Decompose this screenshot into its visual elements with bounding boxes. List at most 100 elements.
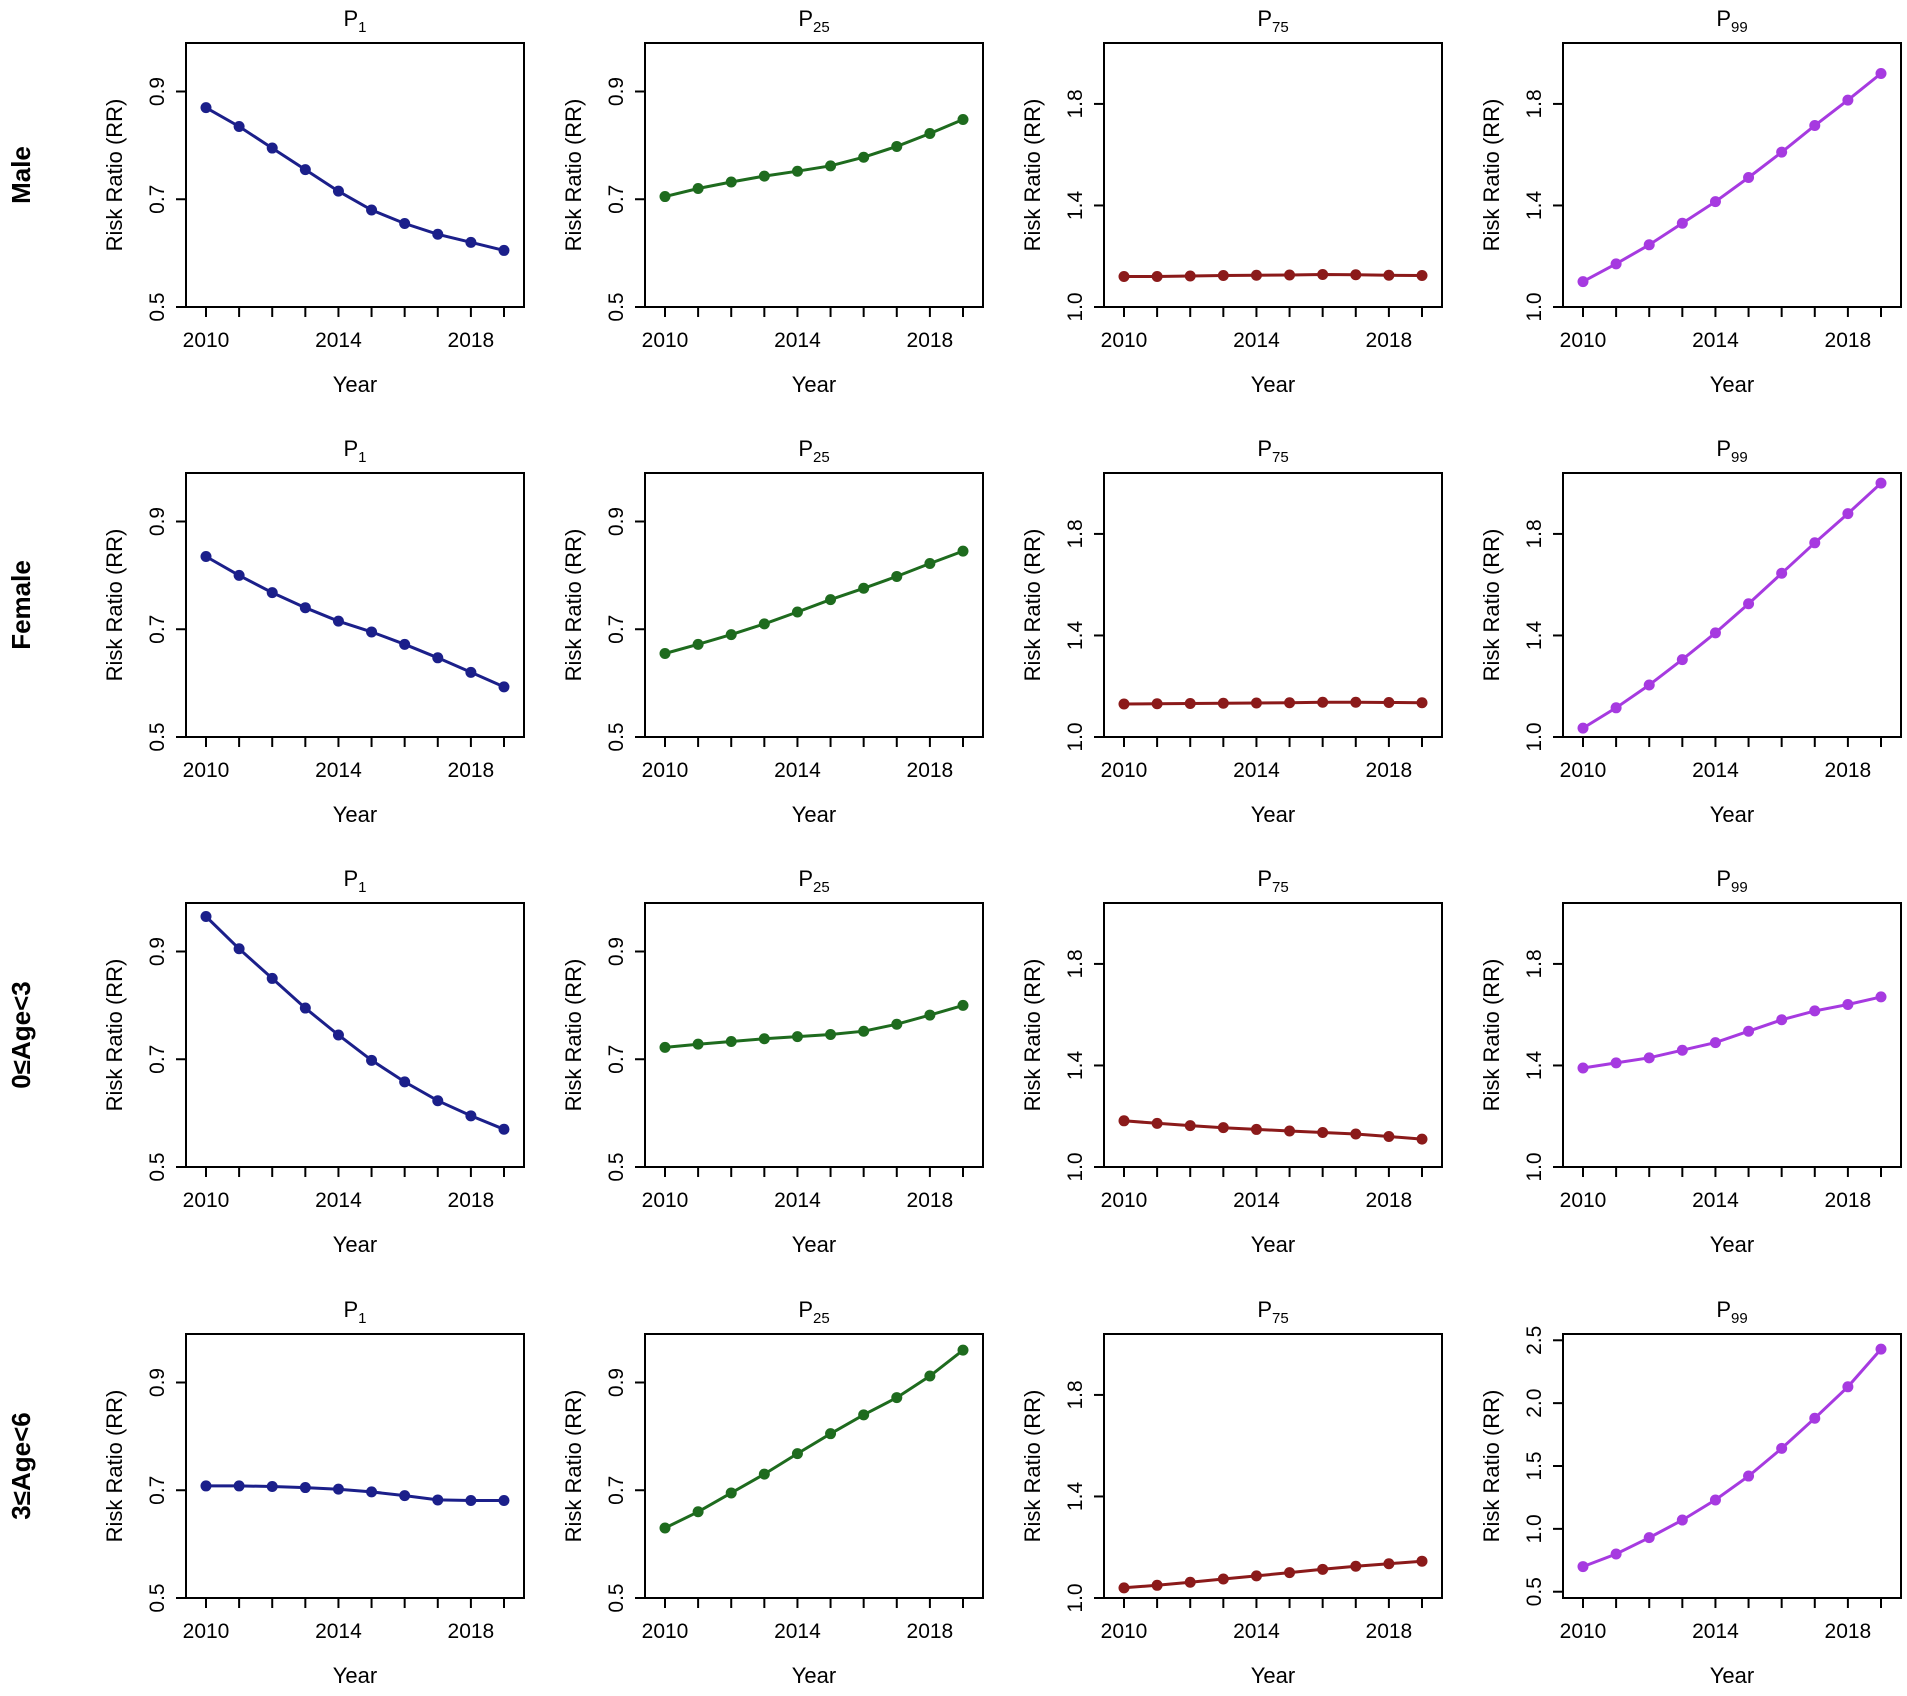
- data-point: [692, 1038, 704, 1050]
- data-point: [825, 1428, 837, 1440]
- x-tick-label: 2014: [315, 1620, 362, 1643]
- y-tick-label: 0.7: [146, 1476, 169, 1505]
- data-point: [1676, 217, 1688, 229]
- plot-frame: [1103, 1333, 1443, 1599]
- x-axis-label: Year: [333, 802, 377, 827]
- y-tick-label: 1.4: [1064, 621, 1087, 651]
- data-point: [1184, 270, 1196, 282]
- x-axis-label: Year: [1251, 1232, 1295, 1257]
- series-line: [1123, 1559, 1423, 1590]
- x-tick-label: 2014: [1233, 329, 1280, 352]
- y-tick-label: 0.7: [146, 1045, 169, 1074]
- x-tick-label: 2010: [642, 1189, 689, 1212]
- data-point: [1709, 196, 1721, 208]
- x-axis-label: Year: [792, 802, 836, 827]
- panel-title: P75: [1257, 6, 1288, 36]
- x-tick-label: 2010: [183, 1189, 230, 1212]
- y-tick-label: 2.5: [1523, 1326, 1546, 1355]
- data-point: [957, 1344, 969, 1356]
- data-point: [1776, 146, 1788, 158]
- x-axis-label: Year: [1710, 1232, 1754, 1257]
- data-point: [1875, 1343, 1887, 1355]
- data-point: [1250, 697, 1262, 709]
- data-point: [1809, 120, 1821, 131]
- data-point: [924, 1009, 936, 1021]
- y-tick-label: 0.9: [605, 507, 628, 536]
- data-point: [1184, 1120, 1196, 1132]
- data-point: [399, 638, 411, 650]
- panel-title: P25: [798, 436, 829, 466]
- x-tick-label: 2018: [907, 1189, 954, 1212]
- y-tick-label: 1.4: [1523, 1051, 1546, 1081]
- data-point: [1643, 679, 1655, 691]
- data-point: [791, 1031, 803, 1043]
- y-axis-label: Risk Ratio (RR): [102, 99, 127, 252]
- x-tick-label: 2018: [448, 759, 495, 782]
- data-point: [692, 182, 704, 194]
- x-axis-label: Year: [333, 372, 377, 397]
- plot-frame: [1562, 42, 1902, 308]
- data-point: [1250, 269, 1262, 281]
- panel-title: P99: [1716, 866, 1747, 896]
- data-point: [1743, 1470, 1755, 1482]
- y-tick-label: 1.0: [1064, 292, 1087, 321]
- x-axis-label: Year: [1710, 802, 1754, 827]
- data-point: [1151, 271, 1163, 283]
- data-point: [1217, 1573, 1229, 1585]
- data-point: [725, 1035, 737, 1047]
- data-point: [1151, 1579, 1163, 1591]
- panel-3≤Age<6-P75: P75 2010 2014 2018 1.0 1.4 1.8 Year Risk Ratio (…: [1020, 1297, 1443, 1688]
- data-point: [465, 1494, 477, 1506]
- y-tick-label: 1.4: [1064, 1482, 1087, 1512]
- y-tick-label: 1.0: [1064, 722, 1087, 751]
- data-point: [1118, 271, 1130, 283]
- data-point: [1809, 1005, 1821, 1017]
- x-tick-label: 2018: [1366, 1620, 1413, 1643]
- data-point: [1350, 696, 1362, 708]
- y-tick-label: 1.5: [1523, 1451, 1546, 1480]
- data-point: [1416, 697, 1428, 709]
- data-point: [758, 1033, 770, 1045]
- plot-frame: [185, 42, 525, 308]
- panel-title: P99: [1716, 436, 1747, 466]
- x-tick-label: 2010: [1560, 759, 1607, 782]
- data-point: [498, 681, 510, 693]
- x-tick-label: 2014: [1233, 1620, 1280, 1643]
- y-axis-label: Risk Ratio (RR): [1020, 529, 1045, 682]
- data-point: [957, 545, 969, 557]
- data-point: [1250, 1123, 1262, 1135]
- x-tick-label: 2010: [183, 329, 230, 352]
- data-point: [1383, 696, 1395, 708]
- x-tick-label: 2014: [774, 759, 821, 782]
- data-point: [233, 569, 245, 581]
- y-tick-label: 0.5: [605, 292, 628, 321]
- y-axis-label: Risk Ratio (RR): [102, 529, 127, 682]
- data-point: [659, 647, 671, 659]
- y-axis-label: Risk Ratio (RR): [1020, 1390, 1045, 1543]
- y-tick-label: 2.0: [1523, 1389, 1546, 1418]
- x-tick-label: 2014: [1692, 329, 1739, 352]
- data-point: [891, 570, 903, 582]
- data-point: [1610, 1548, 1622, 1560]
- series-line: [664, 1349, 964, 1530]
- x-tick-label: 2018: [1825, 1189, 1872, 1212]
- row-label: 0≤Age<3: [6, 981, 36, 1089]
- data-point: [498, 1123, 510, 1135]
- y-tick-label: 0.9: [605, 77, 628, 106]
- data-point: [1643, 1052, 1655, 1064]
- panel-0≤Age<3-P1: P1 2010 2014 2018 0.5 0.7 0.9 Year Risk Ratio (R…: [102, 866, 525, 1257]
- data-point: [825, 160, 837, 172]
- x-tick-label: 2010: [183, 1620, 230, 1643]
- x-tick-label: 2010: [1101, 1189, 1148, 1212]
- data-point: [758, 1468, 770, 1480]
- y-tick-label: 1.8: [1523, 949, 1546, 978]
- y-tick-label: 0.7: [146, 185, 169, 214]
- data-point: [1709, 627, 1721, 639]
- data-point: [725, 176, 737, 188]
- data-point: [1875, 991, 1887, 1003]
- y-tick-label: 1.0: [1523, 722, 1546, 751]
- plot-frame: [644, 902, 984, 1168]
- data-point: [299, 164, 311, 176]
- x-tick-label: 2010: [1101, 1620, 1148, 1643]
- data-point: [1842, 94, 1854, 106]
